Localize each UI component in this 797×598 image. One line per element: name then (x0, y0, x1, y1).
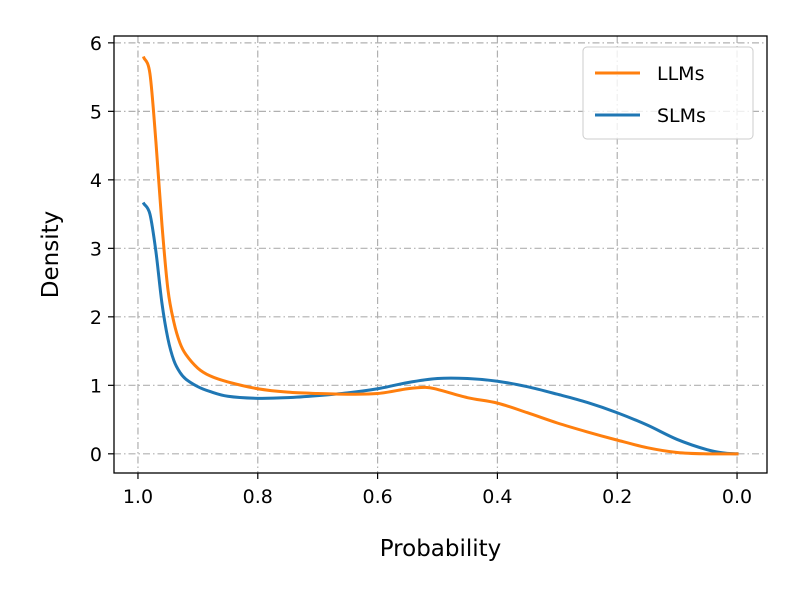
y-tick-label: 0 (90, 444, 102, 466)
legend: LLMs SLMs (582, 46, 754, 140)
x-tick-label: 0.2 (602, 486, 632, 508)
y-tick-label: 4 (90, 170, 102, 192)
x-tick-label: 0.4 (482, 486, 512, 508)
x-tick-label: 1.0 (123, 486, 153, 508)
x-tick-label: 0.6 (362, 486, 392, 508)
x-axis-label: Probability (380, 536, 502, 562)
series-line-llms (142, 55, 739, 456)
y-tick-label: 6 (90, 33, 102, 55)
x-tick-label: 0.0 (722, 486, 752, 508)
legend-label-llms: LLMs (657, 63, 704, 85)
grid-lines (114, 36, 767, 473)
legend-label-slms: SLMs (657, 105, 706, 127)
y-axis-label: Density (38, 211, 64, 298)
x-axis-ticks: 1.0 0.8 0.6 0.4 0.2 0.0 (123, 473, 752, 508)
y-axis-ticks: 0 1 2 3 4 5 6 (90, 33, 114, 466)
x-tick-label: 0.8 (243, 486, 273, 508)
y-tick-label: 3 (90, 238, 102, 260)
plot-frame (113, 35, 768, 474)
y-tick-label: 5 (90, 101, 102, 123)
series-lines (141, 55, 739, 456)
y-tick-label: 1 (90, 375, 102, 397)
y-tick-label: 2 (90, 307, 102, 329)
